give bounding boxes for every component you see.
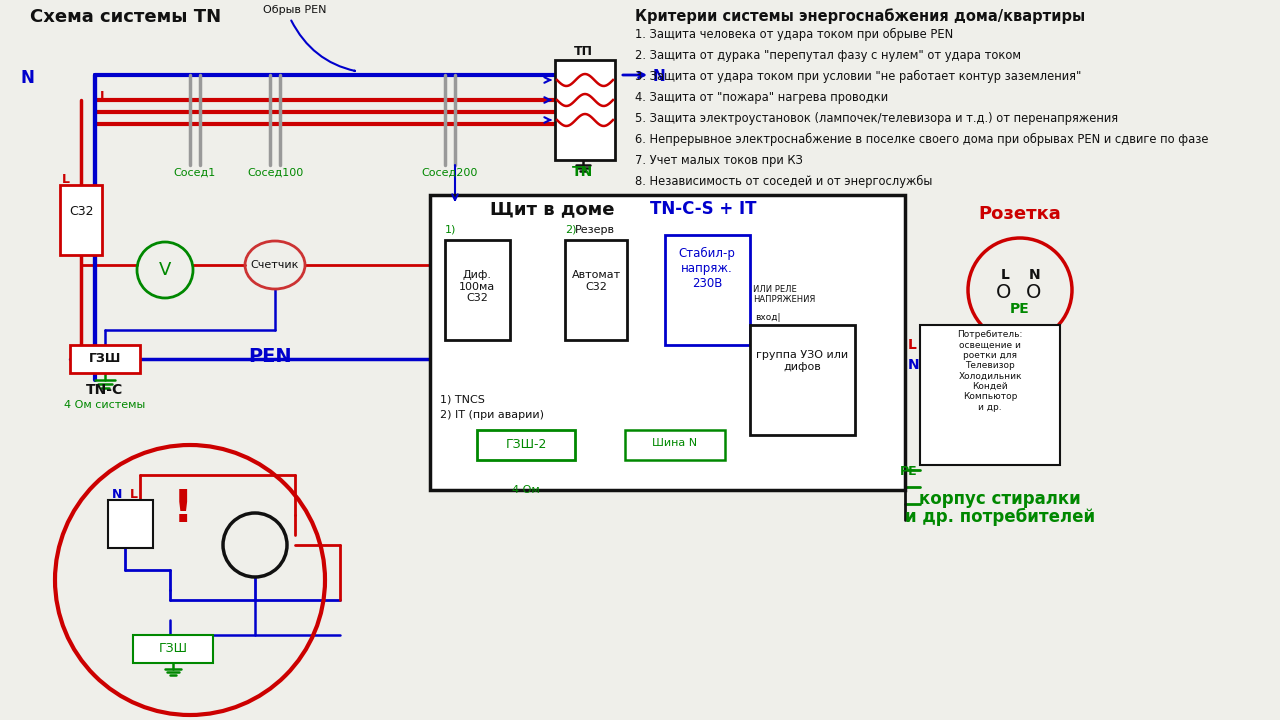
Text: 6. Непрерывное электроснабжение в поселке своего дома при обрывах PEN и сдвиге п: 6. Непрерывное электроснабжение в поселк… <box>635 133 1208 146</box>
Text: Стабил-р
напряж.
230В: Стабил-р напряж. 230В <box>678 247 736 290</box>
Text: Сосед100: Сосед100 <box>247 168 303 178</box>
Bar <box>430 195 905 490</box>
Bar <box>920 325 1060 465</box>
Text: Критерии системы энергоснабжения дома/квартиры: Критерии системы энергоснабжения дома/кв… <box>635 8 1085 24</box>
Text: TN-C-S + IT: TN-C-S + IT <box>650 200 756 218</box>
Text: С32: С32 <box>69 205 93 218</box>
Bar <box>666 235 750 345</box>
Text: N: N <box>113 488 123 501</box>
Bar <box>556 60 614 160</box>
Text: L: L <box>908 338 916 352</box>
Text: 2) IT (при аварии): 2) IT (при аварии) <box>440 410 544 420</box>
FancyArrowPatch shape <box>292 20 355 71</box>
Bar <box>445 240 509 340</box>
Text: N: N <box>653 69 666 84</box>
Text: 7. Учет малых токов при КЗ: 7. Учет малых токов при КЗ <box>635 154 803 167</box>
Text: L: L <box>61 173 70 186</box>
Text: PE: PE <box>1010 302 1030 316</box>
Text: O: O <box>996 283 1011 302</box>
Text: !: ! <box>173 488 193 531</box>
Text: Схема системы TN: Схема системы TN <box>29 8 221 26</box>
Text: 3. Защита от удара током при условии "не работает контур заземления": 3. Защита от удара током при условии "не… <box>635 70 1082 83</box>
Text: группа УЗО или
дифов: группа УЗО или дифов <box>756 350 849 372</box>
Bar <box>750 325 855 435</box>
Text: V: V <box>159 261 172 279</box>
Text: Сосед200: Сосед200 <box>422 168 479 178</box>
Text: 2): 2) <box>564 225 576 235</box>
Text: TN: TN <box>572 165 594 179</box>
Text: TN-C: TN-C <box>86 383 124 397</box>
Bar <box>60 185 102 255</box>
Text: 1) TNCS: 1) TNCS <box>440 395 485 405</box>
Text: ГЗШ-2: ГЗШ-2 <box>506 438 547 451</box>
Text: O: O <box>1027 283 1042 302</box>
Bar <box>564 240 627 340</box>
Text: Шина N: Шина N <box>653 438 698 448</box>
Text: Розетка: Розетка <box>979 205 1061 223</box>
Text: вход|: вход| <box>755 313 781 322</box>
Text: ИЛИ РЕЛЕ
НАПРЯЖЕНИЯ: ИЛИ РЕЛЕ НАПРЯЖЕНИЯ <box>753 285 815 305</box>
Text: 1): 1) <box>445 225 457 235</box>
Text: 1. Защита человека от удара током при обрыве PEN: 1. Защита человека от удара током при об… <box>635 28 954 41</box>
Text: 4 Ом: 4 Ом <box>512 485 540 495</box>
Text: ГЗШ: ГЗШ <box>88 352 122 365</box>
Text: ТП: ТП <box>573 45 593 58</box>
Text: корпус стиралки: корпус стиралки <box>919 490 1080 508</box>
Bar <box>477 430 575 460</box>
Text: N: N <box>1029 268 1041 282</box>
Text: 4. Защита от "пожара" нагрева проводки: 4. Защита от "пожара" нагрева проводки <box>635 91 888 104</box>
Text: N: N <box>20 69 33 87</box>
Bar <box>70 345 140 373</box>
Text: Автомат
С32: Автомат С32 <box>571 270 621 292</box>
Text: Сосед1: Сосед1 <box>174 168 216 178</box>
Text: Щит в доме: Щит в доме <box>490 200 614 218</box>
Text: PEN: PEN <box>248 347 292 366</box>
Text: N: N <box>908 358 919 372</box>
Text: L: L <box>131 488 138 501</box>
Bar <box>108 500 154 548</box>
Text: 8. Независимость от соседей и от энергослужбы: 8. Независимость от соседей и от энергос… <box>635 175 932 188</box>
Text: Обрыв PEN: Обрыв PEN <box>264 5 326 15</box>
Text: ГЗШ: ГЗШ <box>159 642 187 655</box>
Text: 2. Защита от дурака "перепутал фазу с нулем" от удара током: 2. Защита от дурака "перепутал фазу с ну… <box>635 49 1021 62</box>
Text: L: L <box>100 90 108 103</box>
Text: Потребитель:
освещение и
роетки для
Телевизор
Холодильник
Кондей
Компьютор
и др.: Потребитель: освещение и роетки для Теле… <box>957 330 1023 412</box>
Text: 4 Ом системы: 4 Ом системы <box>64 400 146 410</box>
Text: и др. потребителей: и др. потребителей <box>905 508 1096 526</box>
Text: Резерв: Резерв <box>575 225 614 235</box>
Text: Счетчик: Счетчик <box>251 260 300 270</box>
Text: PE: PE <box>900 465 918 478</box>
Bar <box>133 635 212 663</box>
Text: Диф.
100ма
С32: Диф. 100ма С32 <box>458 270 495 303</box>
Text: L: L <box>1001 268 1010 282</box>
Bar <box>625 430 724 460</box>
Text: 5. Защита электроустановок (лампочек/телевизора и т.д.) от перенапряжения: 5. Защита электроустановок (лампочек/тел… <box>635 112 1119 125</box>
